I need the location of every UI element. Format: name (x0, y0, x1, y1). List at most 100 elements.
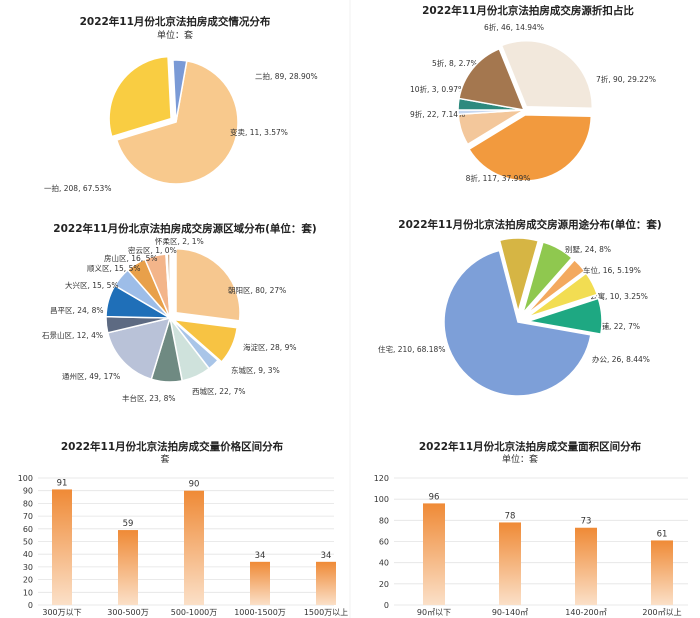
chart1-subtitle: 单位：套 (157, 29, 193, 41)
bar (575, 527, 597, 605)
pie-slice-3 (522, 241, 573, 314)
x-tick-label: 200㎡以上 (642, 608, 681, 617)
slice-label: 办公, 26, 8.44% (592, 354, 650, 364)
chart1-title: 2022年11月份北京法拍房成交情况分布 (80, 15, 271, 28)
slice-label: 昌平区, 24, 8% (50, 306, 103, 315)
x-tick-label: 1500万以上 (304, 608, 348, 617)
y-tick-label: 20 (379, 580, 389, 589)
slice-label: 通州区, 49, 17% (62, 371, 120, 381)
y-tick-label: 120 (374, 474, 389, 483)
slice-label: 怀柔区, 2, 1% (155, 236, 204, 246)
bar-value-label: 90 (189, 480, 200, 490)
pie-slice-2 (171, 318, 238, 363)
slice-label: 10折, 3, 0.97% (410, 84, 465, 94)
pie-slice-13 (166, 253, 171, 319)
bar (118, 530, 138, 605)
y-tick-label: 60 (379, 538, 389, 547)
chart5-title: 2022年11月份北京法拍房成交量价格区间分布 (61, 440, 284, 453)
slice-label: 变卖, 11, 3.57% (230, 127, 288, 137)
pie-slice-1 (500, 39, 594, 109)
slice-label: 9折, 22, 7.14% (410, 109, 465, 119)
pie-slice-1 (175, 247, 241, 322)
y-tick-label: 80 (379, 516, 389, 525)
pie-slice-4 (524, 258, 586, 316)
chart1-pie: 一拍, 208, 67.53% 二拍, 89, 28.90% 变卖, 11, 3.5… (44, 55, 318, 193)
bar (52, 489, 72, 605)
chart2-pie: 7折, 90, 29.22% 8折, 117, 37.99% 9折, 22, 7.1… (410, 22, 656, 183)
slice-label: 二拍, 89, 28.90% (255, 71, 318, 81)
y-tick-label: 30 (23, 563, 33, 572)
x-tick-label: 140-200㎡ (565, 608, 606, 617)
x-tick-label: 300-500万 (107, 608, 148, 617)
y-tick-label: 70 (23, 512, 33, 521)
bar-value-label: 34 (321, 551, 332, 561)
bar (651, 540, 673, 605)
slice-label: 朝阳区, 80, 27% (228, 286, 286, 295)
y-tick-label: 60 (23, 525, 33, 534)
chart6-bars: 0 20 40 60 80 100 120 96 90㎡以下 78 90-140㎡ 73 140-200… (374, 474, 688, 617)
bar-value-label: 61 (657, 529, 668, 539)
y-tick-label: 0 (384, 601, 389, 610)
bar-value-label: 91 (57, 478, 68, 488)
bar (184, 490, 204, 605)
slice-label: 东城区, 9, 3% (231, 365, 280, 375)
pie-slice-6 (106, 316, 172, 381)
chart4-title: 2022年11月份北京法拍房成交房源用途分布(单位：套) (398, 218, 661, 231)
y-tick-label: 20 (23, 576, 33, 585)
pie-slice-6 (458, 47, 526, 111)
slice-label: 丰台区, 23, 8% (122, 393, 175, 403)
slice-label: 公寓, 10, 3.25% (590, 291, 648, 301)
y-tick-label: 40 (379, 559, 389, 568)
bar (250, 561, 270, 605)
bar (499, 522, 521, 605)
pie-slice-3 (172, 59, 188, 123)
chart2-title: 2022年11月份北京法拍房成交房源折扣占比 (422, 4, 634, 17)
slice-label: 商铺, 22, 7% (594, 321, 640, 331)
slice-label: 大兴区, 15, 5% (65, 280, 118, 290)
slice-label: 车位, 16, 5.19% (583, 265, 641, 275)
y-tick-label: 80 (23, 499, 33, 508)
slice-label: 石景山区, 12, 4% (42, 330, 103, 340)
x-tick-label: 500-1000万 (171, 608, 218, 617)
chart5-bars: 0 10 20 30 40 50 60 70 80 90 100 91 300万以下 59 300-500万… (18, 474, 348, 617)
pie-slice-6 (527, 297, 603, 336)
slice-label: 一拍, 208, 67.53% (44, 183, 111, 193)
chart4-pie: 住宅, 210, 68.18% 办公, 26, 8.44% 商铺, 22, 7% 公寓… (378, 237, 650, 397)
y-tick-label: 90 (23, 487, 33, 496)
slice-label: 5折, 8, 2.7% (432, 58, 478, 68)
pie-slice-1 (115, 60, 239, 185)
y-tick-label: 40 (23, 550, 33, 559)
y-tick-label: 100 (374, 495, 389, 504)
chart6-subtitle: 单位：套 (502, 453, 538, 465)
bar-value-label: 78 (505, 511, 516, 521)
slice-label: 西城区, 22, 7% (192, 387, 245, 396)
pie-slice-2 (467, 114, 593, 182)
bar-value-label: 96 (429, 492, 440, 502)
y-tick-label: 0 (28, 601, 33, 610)
chart5-subtitle: 套 (160, 453, 169, 465)
bar-value-label: 59 (123, 519, 134, 529)
bar-value-label: 73 (581, 517, 592, 527)
slice-label: 6折, 46, 14.94% (484, 22, 544, 32)
y-tick-label: 100 (18, 474, 33, 483)
slice-label: 密云区, 1, 0% (128, 245, 177, 255)
chart3-title: 2022年11月份北京法拍房成交房源区域分布(单位：套) (53, 222, 316, 235)
y-tick-label: 50 (23, 538, 33, 547)
slice-label: 房山区, 16, 5% (104, 253, 157, 263)
pie-slice-5 (526, 272, 599, 319)
slice-label: 住宅, 210, 68.18% (378, 344, 445, 354)
x-tick-label: 90㎡以下 (417, 608, 451, 617)
x-tick-label: 300万以下 (42, 608, 81, 617)
bar-value-label: 34 (255, 551, 266, 561)
x-tick-label: 90-140㎡ (492, 608, 528, 617)
x-tick-label: 1000-1500万 (234, 608, 286, 617)
slice-label: 顺义区, 15, 5% (87, 264, 140, 273)
pie-slice-2 (498, 237, 540, 315)
y-tick-label: 10 (23, 588, 33, 597)
pie-slice-2 (108, 55, 172, 138)
chart6-title: 2022年11月份北京法拍房成交量面积区间分布 (419, 440, 642, 453)
pie-slice-1 (443, 249, 592, 397)
slice-label: 海淀区, 28, 9% (243, 342, 296, 352)
